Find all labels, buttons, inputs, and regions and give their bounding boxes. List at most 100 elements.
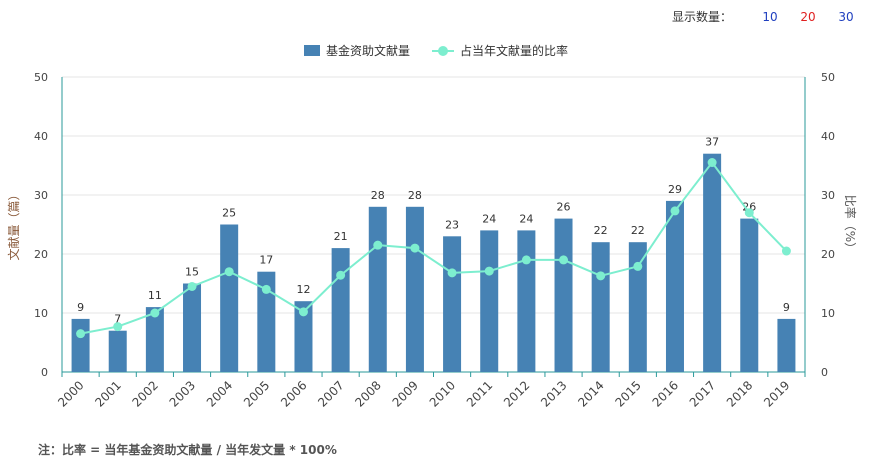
- x-tick-label: 2015: [612, 378, 643, 409]
- y-right-tick-label: 0: [821, 366, 828, 379]
- bar-value-label: 7: [114, 313, 121, 326]
- bar-2012: [517, 230, 536, 372]
- x-tick-label: 2004: [204, 378, 235, 409]
- ratio-point-2002: [150, 308, 160, 318]
- bar-value-label: 17: [259, 254, 273, 267]
- y-right-tick-label: 50: [821, 71, 835, 84]
- bar-value-label: 25: [222, 207, 236, 220]
- bar-value-label: 12: [296, 283, 310, 296]
- ratio-point-2018: [744, 208, 754, 218]
- y-left-tick-label: 0: [41, 366, 48, 379]
- bar-value-label: 28: [371, 189, 385, 202]
- bar-value-label: 23: [445, 218, 459, 231]
- bar-value-label: 29: [668, 183, 682, 196]
- ratio-point-2007: [336, 270, 346, 280]
- bar-2001: [108, 330, 127, 372]
- display-count-20[interactable]: 20: [800, 9, 816, 24]
- ratio-point-2003: [187, 281, 197, 291]
- bar-2014: [591, 242, 610, 372]
- x-tick-label: 2016: [650, 378, 681, 409]
- bar-2000: [71, 318, 90, 372]
- bar-value-label: 15: [185, 266, 199, 279]
- ratio-point-2001: [113, 322, 123, 332]
- x-tick-label: 2005: [241, 378, 272, 409]
- bar-2002: [145, 307, 164, 372]
- x-tick-label: 2009: [390, 378, 421, 409]
- y-left-tick-label: 30: [34, 189, 48, 202]
- legend-line-swatch: [432, 45, 454, 56]
- bar-2003: [183, 283, 202, 372]
- x-tick-label: 2017: [687, 378, 718, 409]
- bar-value-label: 22: [594, 224, 608, 237]
- bar-value-label: 9: [783, 301, 790, 314]
- bar-value-label: 22: [631, 224, 645, 237]
- y-right-axis-title: 比率（%）: [843, 195, 858, 254]
- bar-2017: [703, 153, 722, 372]
- bar-value-label: 9: [77, 301, 84, 314]
- legend-bar-label: 基金资助文献量: [325, 44, 410, 58]
- x-tick-label: 2007: [315, 378, 346, 409]
- x-tick-label: 2018: [724, 378, 755, 409]
- bar-value-label: 26: [557, 201, 571, 214]
- ratio-point-2005: [261, 284, 271, 294]
- bar-2010: [443, 236, 462, 372]
- y-left-axis-title: 文献量（篇）: [6, 188, 21, 260]
- legend-bar-swatch: [303, 45, 320, 56]
- bar-value-label: 24: [482, 212, 496, 225]
- bar-2008: [368, 206, 387, 372]
- ratio-point-2011: [484, 266, 494, 276]
- y-right-tick-label: 30: [821, 189, 835, 202]
- x-tick-label: 2013: [538, 378, 569, 409]
- x-tick-label: 2003: [167, 378, 198, 409]
- x-tick-label: 2019: [761, 378, 792, 409]
- y-left-tick-label: 10: [34, 307, 48, 320]
- ratio-point-2008: [373, 240, 383, 250]
- bar-2009: [405, 206, 424, 372]
- x-tick-label: 2011: [464, 378, 495, 409]
- ratio-point-2009: [410, 243, 420, 253]
- bar-2005: [257, 271, 276, 372]
- bar-value-label: 21: [334, 230, 348, 243]
- display-count-control: 显示数量： 10 20 30: [672, 8, 862, 25]
- legend-line-label: 占当年文献量的比率: [460, 44, 569, 58]
- bar-2006: [294, 301, 313, 372]
- bar-2011: [480, 230, 499, 372]
- display-count-10[interactable]: 10: [762, 9, 778, 24]
- bar-2019: [777, 318, 796, 372]
- ratio-point-2017: [707, 158, 717, 168]
- ratio-point-2006: [298, 307, 308, 317]
- bar-2007: [331, 248, 350, 372]
- ratio-point-2000: [76, 329, 86, 339]
- x-tick-label: 2014: [575, 378, 606, 409]
- ratio-point-2014: [596, 271, 606, 281]
- bar-value-label: 28: [408, 189, 422, 202]
- y-left-tick-label: 50: [34, 71, 48, 84]
- ratio-point-2004: [224, 267, 234, 277]
- bar-2004: [220, 224, 239, 372]
- x-tick-label: 2010: [427, 378, 458, 409]
- bar-value-label: 24: [519, 212, 533, 225]
- x-tick-label: 2000: [55, 378, 86, 409]
- bar-value-label: 11: [148, 289, 162, 302]
- ratio-line: [80, 160, 788, 335]
- bar-2015: [628, 242, 647, 372]
- x-tick-label: 2001: [92, 378, 123, 409]
- legend-item-bar[interactable]: 基金资助文献量: [303, 42, 410, 59]
- x-tick-label: 2006: [278, 378, 309, 409]
- display-count-label: 显示数量：: [671, 10, 732, 24]
- ratio-point-2012: [521, 255, 531, 265]
- x-tick-label: 2012: [501, 378, 532, 409]
- legend-item-line[interactable]: 占当年文献量的比率: [432, 42, 568, 59]
- bar-value-label: 37: [705, 136, 719, 149]
- y-right-tick-label: 10: [821, 307, 835, 320]
- footnote: 注：比率 = 当年基金资助文献量 / 当年发文量 * 100%: [38, 443, 337, 457]
- x-tick-label: 2002: [129, 378, 160, 409]
- y-right-tick-label: 40: [821, 130, 835, 143]
- display-count-30[interactable]: 30: [838, 9, 854, 24]
- bar-2018: [740, 218, 759, 372]
- ratio-point-2015: [633, 261, 643, 271]
- bar-2016: [665, 200, 684, 372]
- chart-legend: 基金资助文献量 占当年文献量的比率: [0, 42, 872, 59]
- ratio-point-2013: [559, 255, 569, 265]
